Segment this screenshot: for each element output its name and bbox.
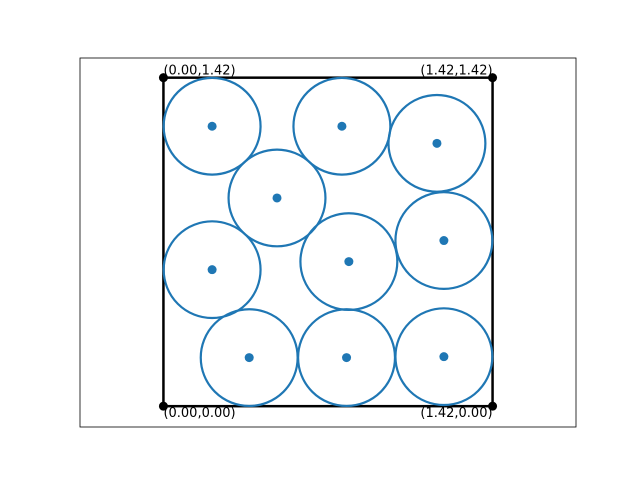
circle-1 [162,76,262,176]
corner-point-top-left [158,73,168,83]
circle-10 [394,307,494,407]
corner-layer [158,73,498,411]
circle-center-9 [342,353,352,363]
circle-center-7 [439,236,449,246]
circle-center-2 [337,121,347,131]
center-layer [207,121,449,363]
axes-frame [79,57,577,428]
circle-center-8 [244,353,254,363]
circle-5 [162,220,262,320]
corner-label-bottom-right: (1.42,0.00) [420,406,492,421]
corner-label-top-right: (1.42,1.42) [420,64,492,79]
corner-point-bottom-left [158,401,168,411]
corner-label-bottom-left: (0.00,0.00) [163,406,235,421]
label-layer: (0.00,1.42) (1.42,1.42) (0.00,0.00) (1.42,0… [163,64,492,422]
corner-point-top-right [488,73,498,83]
circle-center-3 [432,138,442,148]
circle-4 [227,148,327,248]
circle-center-4 [272,193,282,203]
circle-center-5 [207,265,217,275]
circle-7 [394,191,494,290]
circle-center-1 [207,121,217,131]
circle-layer [162,76,494,408]
corner-point-bottom-right [488,401,498,411]
circle-center-10 [439,352,449,362]
circle-center-6 [344,257,354,267]
corner-label-top-left: (0.00,1.42) [163,64,235,79]
